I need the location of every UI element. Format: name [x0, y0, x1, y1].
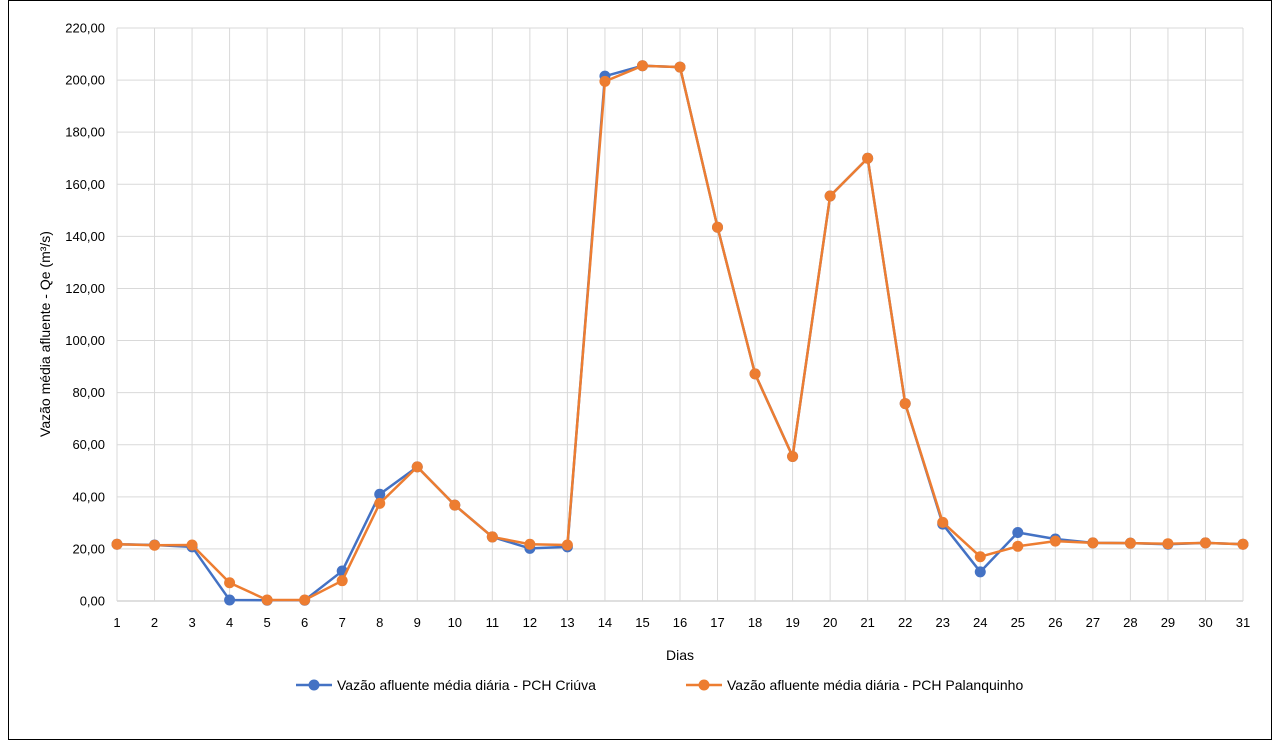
x-tick-label: 1: [113, 615, 120, 630]
legend-item-criuva: Vazão afluente média diária - PCH Criúva: [296, 677, 596, 693]
data-point: [1012, 540, 1024, 552]
x-tick-label: 16: [673, 615, 687, 630]
x-tick-label: 22: [898, 615, 912, 630]
data-point: [299, 594, 311, 606]
data-point: [224, 577, 236, 589]
x-axis-ticks: 1 2 3 4 5 6 7 8 9 10 11 12 13 14 15 16 17 18 19 20 21 22 23 24 2…: [113, 615, 1250, 630]
x-tick-label: 14: [598, 615, 612, 630]
series-group: [111, 60, 1249, 606]
data-point: [374, 497, 386, 509]
y-tick-label: 120,00: [65, 281, 105, 296]
data-point: [336, 575, 348, 587]
series-1: [111, 60, 1249, 606]
x-tick-label: 8: [376, 615, 383, 630]
x-tick-label: 18: [748, 615, 762, 630]
y-tick-label: 180,00: [65, 125, 105, 140]
data-point: [1012, 527, 1024, 539]
x-tick-label: 19: [785, 615, 799, 630]
x-tick-label: 9: [414, 615, 421, 630]
data-point: [636, 60, 648, 72]
y-tick-label: 0,00: [80, 594, 105, 609]
y-tick-label: 140,00: [65, 229, 105, 244]
x-tick-label: 25: [1011, 615, 1025, 630]
data-point: [186, 539, 198, 551]
data-point: [937, 516, 949, 528]
data-point: [824, 190, 836, 202]
y-axis-title: Vazão média afluente - Qe (m³/s): [37, 231, 53, 437]
x-tick-label: 2: [151, 615, 158, 630]
x-tick-label: 20: [823, 615, 837, 630]
y-tick-label: 160,00: [65, 177, 105, 192]
x-tick-label: 21: [860, 615, 874, 630]
data-point: [486, 531, 498, 543]
data-point: [1162, 538, 1174, 550]
y-tick-label: 60,00: [72, 437, 105, 452]
data-point: [674, 61, 686, 73]
data-point: [1237, 538, 1249, 550]
x-tick-label: 12: [523, 615, 537, 630]
data-point: [787, 450, 799, 462]
data-point: [749, 368, 761, 380]
data-point: [974, 551, 986, 563]
x-tick-label: 6: [301, 615, 308, 630]
data-point: [561, 539, 573, 551]
gridlines: [116, 27, 1244, 602]
x-tick-label: 27: [1086, 615, 1100, 630]
x-tick-label: 10: [448, 615, 462, 630]
data-point: [411, 461, 423, 473]
x-tick-label: 11: [486, 615, 500, 630]
data-point: [712, 221, 724, 233]
legend-label-criuva: Vazão afluente média diária - PCH Criúva: [337, 677, 596, 693]
data-point: [374, 488, 386, 500]
data-point: [974, 566, 986, 578]
data-point: [1087, 537, 1099, 549]
x-tick-label: 26: [1048, 615, 1062, 630]
x-tick-label: 28: [1123, 615, 1137, 630]
data-point: [524, 538, 536, 550]
legend-marker-palanquinho: [698, 679, 710, 691]
x-tick-label: 29: [1161, 615, 1175, 630]
x-tick-label: 24: [973, 615, 987, 630]
data-point: [224, 594, 236, 606]
legend-item-palanquinho: Vazão afluente média diária - PCH Palanq…: [686, 677, 1023, 693]
data-point: [862, 152, 874, 164]
x-tick-label: 15: [635, 615, 649, 630]
data-point: [449, 499, 461, 511]
y-tick-label: 80,00: [72, 385, 105, 400]
y-tick-label: 100,00: [65, 333, 105, 348]
data-point: [1124, 537, 1136, 549]
data-point: [899, 398, 911, 410]
y-tick-label: 20,00: [72, 541, 105, 556]
x-tick-label: 13: [560, 615, 574, 630]
y-tick-label: 200,00: [65, 73, 105, 88]
legend: Vazão afluente média diária - PCH Criúva…: [296, 677, 1023, 693]
data-point: [261, 594, 273, 606]
data-point: [1199, 537, 1211, 549]
x-tick-label: 5: [264, 615, 271, 630]
y-axis-ticks: 0,00 20,00 40,00 60,00 80,00 100,00 120,00 140,…: [65, 21, 105, 609]
data-point: [1049, 535, 1061, 547]
legend-marker-criuva: [308, 679, 320, 691]
x-tick-label: 3: [188, 615, 195, 630]
data-point: [599, 75, 611, 87]
x-tick-label: 30: [1198, 615, 1212, 630]
data-point: [149, 539, 161, 551]
x-tick-label: 31: [1236, 615, 1250, 630]
x-tick-label: 17: [710, 615, 724, 630]
y-tick-label: 220,00: [65, 21, 105, 36]
x-tick-label: 23: [935, 615, 949, 630]
y-tick-label: 40,00: [72, 489, 105, 504]
legend-label-palanquinho: Vazão afluente média diária - PCH Palanq…: [727, 677, 1023, 693]
data-point: [111, 538, 123, 550]
x-axis-title: Dias: [666, 647, 694, 663]
x-tick-label: 4: [226, 615, 233, 630]
x-tick-label: 7: [339, 615, 346, 630]
